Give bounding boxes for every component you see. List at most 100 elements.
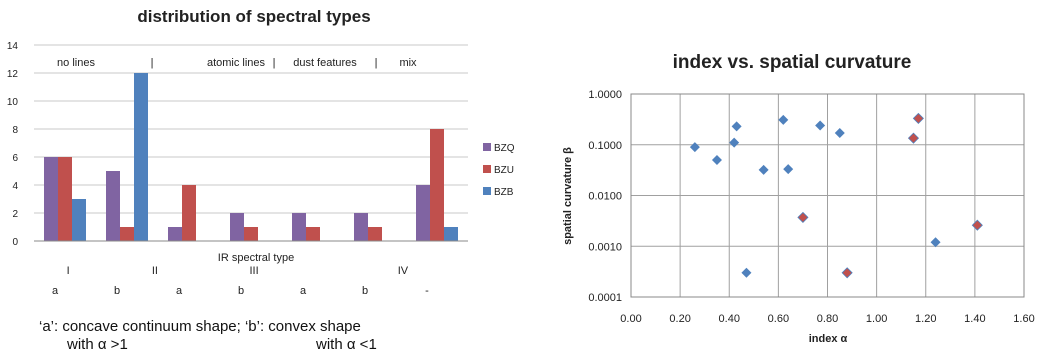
legend-label-bzb: BZB — [494, 187, 514, 198]
scatter-point-blue — [711, 155, 722, 166]
scatter-point-red — [912, 112, 924, 125]
bar-bzu — [58, 157, 72, 241]
scatter-y-tick-label: 0.1000 — [588, 140, 622, 152]
scatter-point-red — [907, 132, 920, 144]
bar-category-label: a — [300, 285, 307, 297]
bar-bzq — [168, 227, 182, 241]
scatter-point-red — [841, 267, 853, 279]
legend-label-bzq: BZQ — [494, 143, 515, 154]
bar-region-label: no lines — [57, 57, 95, 69]
bar-category-label: b — [114, 285, 120, 297]
scatter-chart-y-label: spatial curvature β — [562, 147, 574, 245]
scatter-y-tick-label: 0.0001 — [588, 292, 622, 304]
bar-bzb — [444, 227, 458, 241]
note-line-1: ‘a’: concave continuum shape; ‘b’: conve… — [39, 318, 361, 335]
scatter-point-red — [971, 219, 983, 231]
bar-y-tick-label: 2 — [12, 209, 18, 220]
bar-group-label: III — [250, 265, 259, 277]
scatter-plot-area — [630, 93, 1025, 298]
bar-chart-legend: BZQ BZU BZB — [483, 143, 515, 198]
scatter-point-blue — [741, 267, 752, 278]
bar-group-label: IV — [398, 265, 409, 277]
scatter-point-blue — [729, 137, 740, 148]
bar-category-label: b — [362, 285, 368, 297]
bar-bzq — [230, 213, 244, 241]
scatter-x-tick-label: 0.60 — [768, 313, 789, 325]
bar-bzu — [306, 227, 320, 241]
legend-label-bzu: BZU — [494, 165, 514, 176]
bar-region-label: atomic lines — [207, 57, 266, 69]
scatter-point-blue — [815, 120, 826, 131]
legend-swatch-bzq — [483, 143, 491, 151]
bar-bzb — [134, 73, 148, 241]
bar-region-label: dust features — [293, 57, 357, 69]
bar-group-label: I — [67, 265, 70, 277]
scatter-chart-points — [689, 112, 983, 279]
bar-region-label: | — [151, 57, 154, 69]
legend-swatch-bzb — [483, 187, 491, 195]
scatter-y-tick-label: 0.0010 — [588, 241, 622, 253]
bar-chart-region-labels: no lines | atomic lines | dust features | mix — [57, 57, 417, 69]
note-alpha-lt-1: with α <1 — [316, 336, 377, 353]
bar-chart-title: distribution of spectral types — [137, 7, 370, 26]
scatter-x-tick-label: 1.20 — [915, 313, 936, 325]
bar-bzu — [430, 129, 444, 241]
scatter-chart-title: index vs. spatial curvature — [673, 52, 912, 73]
bar-bzu — [244, 227, 258, 241]
bar-y-tick-label: 0 — [12, 237, 18, 248]
bar-y-tick-label: 4 — [12, 181, 18, 192]
bar-y-tick-label: 6 — [12, 153, 18, 164]
bar-bzq — [354, 213, 368, 241]
bar-chart: distribution of spectral types 0 2 4 6 8 10 12… — [7, 7, 515, 297]
scatter-point-blue — [930, 237, 941, 248]
bar-bzb — [72, 199, 86, 241]
scatter-point-red — [797, 211, 809, 223]
scatter-chart-y-tick-labels: 0.0001 0.0010 0.0100 0.1000 1.0000 — [588, 89, 622, 304]
bar-y-tick-label: 14 — [7, 41, 19, 52]
scatter-x-tick-label: 1.60 — [1013, 313, 1034, 325]
scatter-chart: index vs. spatial curvature 0.0001 0.0010… — [562, 52, 1035, 345]
bar-category-label: - — [425, 285, 429, 297]
bar-chart-y-tick-labels: 0 2 4 6 8 10 12 14 — [7, 41, 19, 248]
bar-bzq — [106, 171, 120, 241]
scatter-x-tick-label: 0.80 — [817, 313, 838, 325]
legend-swatch-bzu — [483, 165, 491, 173]
bar-category-label: a — [52, 285, 59, 297]
scatter-chart-x-label: index α — [809, 333, 848, 345]
note-alpha-gt-1: with α >1 — [67, 336, 128, 353]
bar-y-tick-label: 10 — [7, 97, 19, 108]
bar-bzq — [416, 185, 430, 241]
scatter-x-tick-label: 0.40 — [719, 313, 740, 325]
scatter-x-tick-label: 1.40 — [964, 313, 985, 325]
bar-bzq — [292, 213, 306, 241]
scatter-x-tick-label: 0.20 — [669, 313, 690, 325]
scatter-point-blue — [731, 121, 742, 132]
scatter-point-blue — [778, 114, 789, 125]
bar-chart-gridlines — [34, 44, 468, 214]
scatter-chart-gridlines — [631, 94, 1024, 297]
bar-bzu — [120, 227, 134, 241]
scatter-x-tick-label: 1.00 — [866, 313, 887, 325]
bar-group-label: II — [152, 265, 158, 277]
scatter-y-tick-label: 0.0100 — [588, 191, 622, 203]
scatter-point-blue — [783, 164, 794, 175]
bar-region-label: mix — [399, 57, 417, 69]
bar-y-tick-label: 12 — [7, 69, 19, 80]
scatter-chart-x-tick-labels: 0.00 0.20 0.40 0.60 0.80 1.00 1.20 1.40 1.60 — [620, 313, 1034, 325]
scatter-x-tick-label: 0.00 — [620, 313, 641, 325]
bar-bzq — [44, 157, 58, 241]
scatter-point-blue — [758, 164, 769, 175]
scatter-y-tick-label: 1.0000 — [588, 89, 622, 101]
bar-y-tick-label: 8 — [12, 125, 18, 136]
bar-region-label: | — [273, 57, 276, 69]
bar-category-label: b — [238, 285, 244, 297]
bar-chart-group-labels: I II III IV — [67, 265, 409, 277]
bar-bzu — [368, 227, 382, 241]
scatter-point-blue — [689, 142, 700, 153]
scatter-point-blue — [834, 128, 845, 139]
bar-bzu — [182, 185, 196, 241]
bar-chart-bars — [44, 73, 458, 241]
bar-region-label: | — [375, 57, 378, 69]
